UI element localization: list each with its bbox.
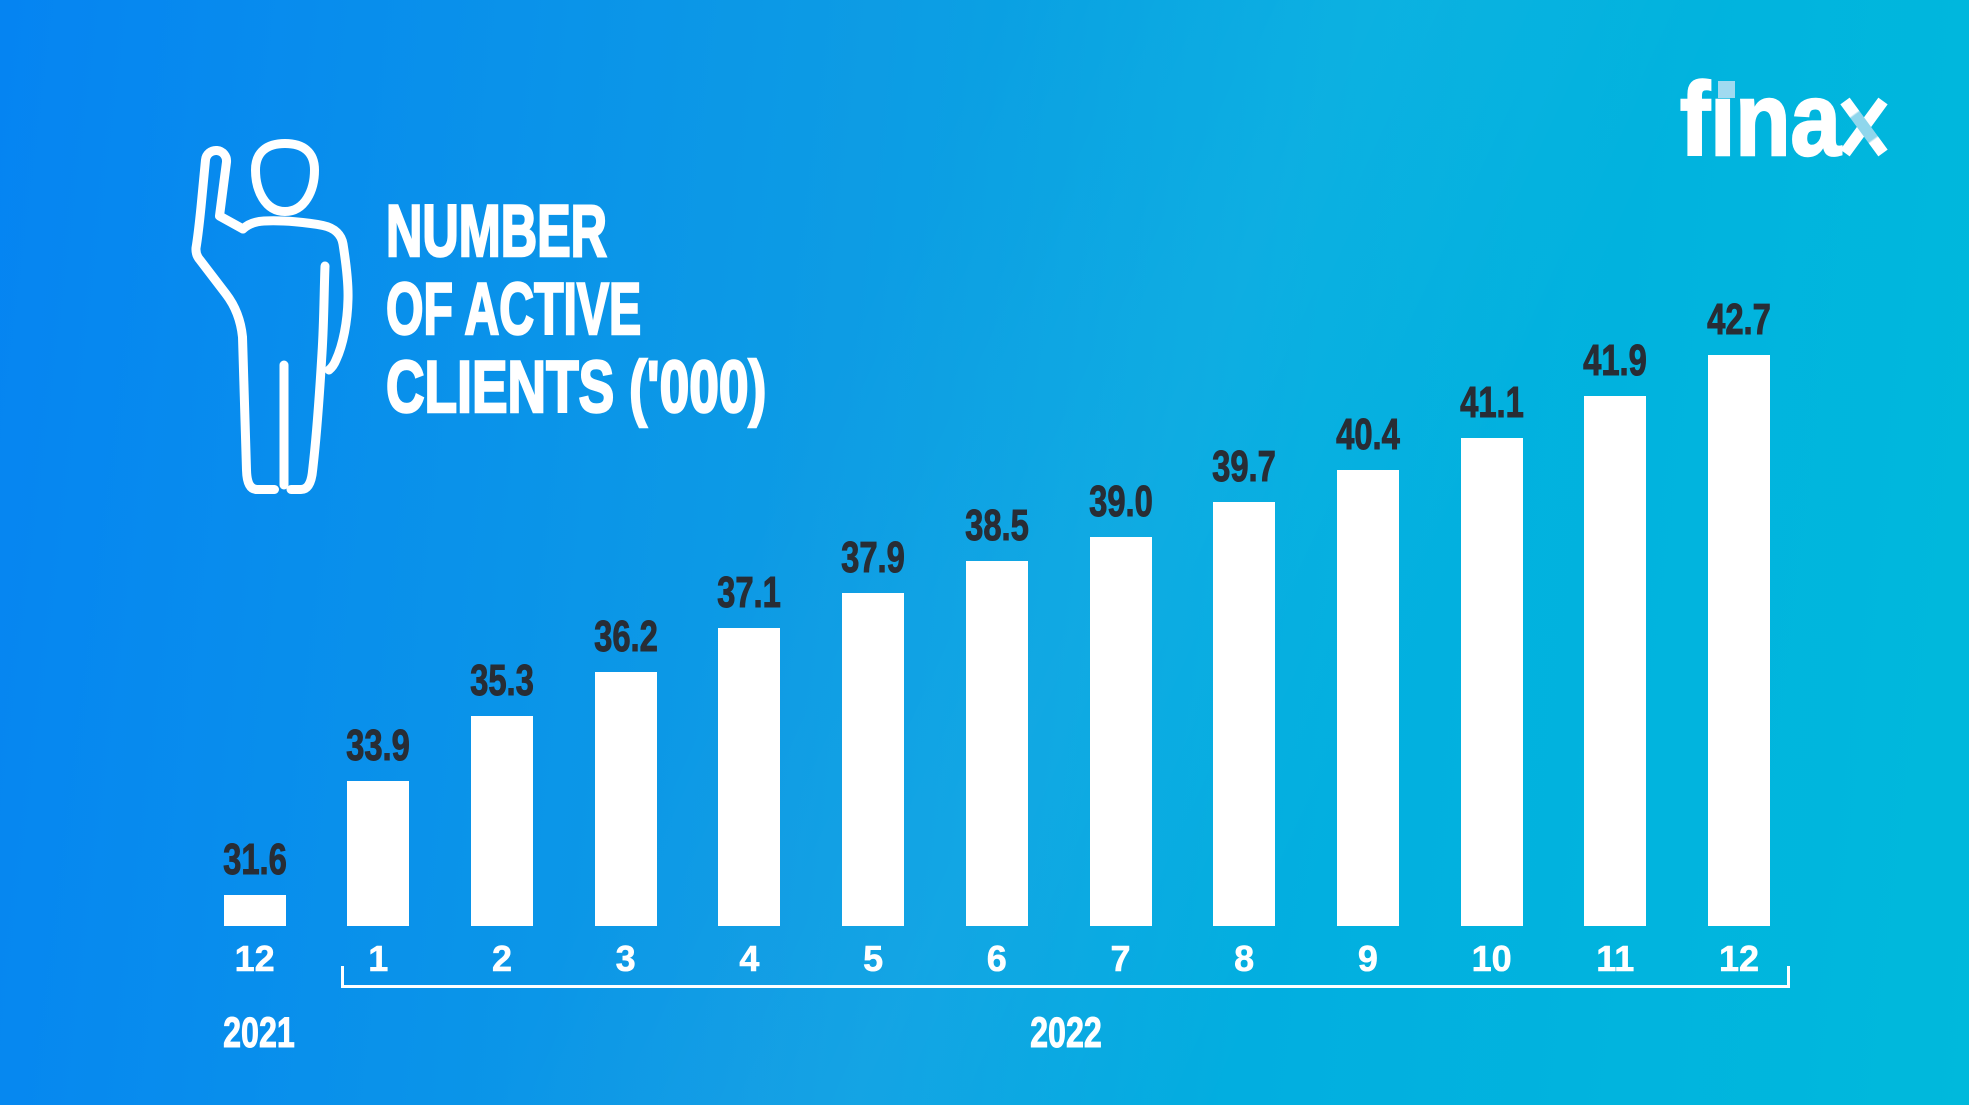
svg-text:fına: fına [1680,70,1842,165]
